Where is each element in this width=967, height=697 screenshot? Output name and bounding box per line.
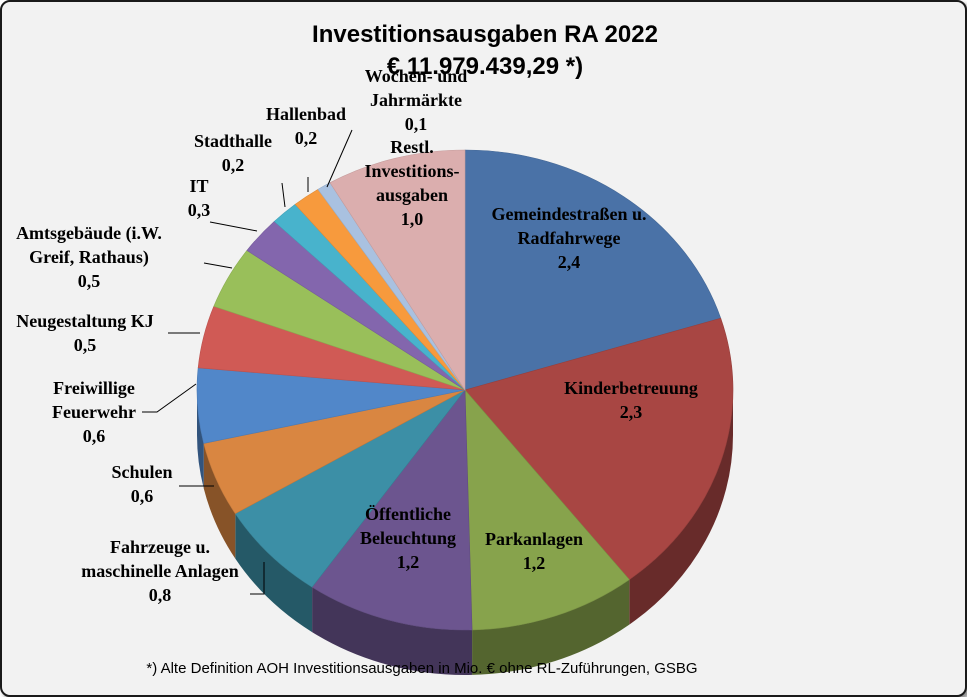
- slice-label-9: IT 0,3: [188, 176, 211, 220]
- slice-label-5: Schulen 0,6: [111, 462, 172, 506]
- slice-label-8: Amtsgebäude (i.W. Greif, Rathaus) 0,5: [16, 223, 162, 291]
- slice-name-8: Greif, Rathaus): [29, 247, 149, 268]
- slice-value-5: 0,6: [131, 486, 154, 506]
- leader-line-6: [142, 383, 197, 413]
- slice-label-3: Öffentliche Beleuchtung 1,2: [360, 504, 456, 572]
- slice-name-7: Neugestaltung KJ: [16, 311, 154, 331]
- chart-title: Investitionsausgaben RA 2022: [312, 21, 658, 48]
- leader-line-4: [250, 562, 265, 595]
- slice-name-0: Radfahrwege: [518, 228, 621, 248]
- slice-value-6: 0,6: [83, 426, 106, 446]
- pie-slice-3: [311, 389, 473, 631]
- slice-name-4: Fahrzeuge u.: [110, 537, 210, 557]
- slice-label-4: Fahrzeuge u. maschinelle Anlagen 0,8: [81, 537, 239, 605]
- slice-label-10: Stadthalle 0,2: [194, 131, 272, 175]
- pie-slice-1: [464, 317, 734, 581]
- slice-name-11: Hallenbad: [266, 104, 346, 124]
- slice-label-7: Neugestaltung KJ 0,5: [16, 311, 154, 355]
- leader-line-10: [281, 182, 286, 208]
- pie-slice-4: [234, 389, 466, 588]
- pie-side-2: [472, 579, 630, 675]
- slice-name-1: Kinderbetreuung: [564, 378, 698, 398]
- pie-slice-2: [464, 389, 630, 631]
- slice-name-0: Gemeindestraßen u.: [492, 204, 647, 224]
- pie-side-5: [203, 443, 236, 559]
- slice-value-0: 2,4: [558, 252, 581, 272]
- chart-subtitle: € 11.979.439,29 *): [387, 53, 583, 80]
- slice-value-1: 2,3: [620, 402, 643, 422]
- slice-name-6: Freiwillige: [53, 378, 135, 398]
- slice-value-13: 1,0: [401, 209, 424, 229]
- slice-value-7: 0,5: [74, 335, 97, 355]
- slice-name-4: maschinelle Anlagen: [81, 561, 239, 581]
- slice-value-2: 1,2: [523, 553, 546, 573]
- slice-name-3: Beleuchtung: [360, 528, 456, 548]
- slice-name-5: Schulen: [111, 462, 172, 482]
- leader-line-9: [209, 221, 258, 232]
- slice-value-4: 0,8: [149, 585, 172, 605]
- slice-value-3: 1,2: [397, 552, 420, 572]
- slice-value-9: 0,3: [188, 200, 211, 220]
- pie-slice-13: [329, 149, 466, 392]
- slice-label-1: Kinderbetreuung 2,3: [564, 378, 698, 422]
- slice-label-13: Restl. Investitions-ausgaben 1,0: [364, 137, 459, 229]
- slice-name-12: Wochen- und: [365, 66, 468, 86]
- leader-line-8: [203, 262, 233, 269]
- slice-label-0: Gemeindestraßen u. Radfahrwege 2,4: [492, 204, 647, 272]
- slice-value-11: 0,2: [295, 128, 318, 148]
- slice-name-3: Öffentliche: [365, 504, 451, 524]
- slice-name-8: Amtsgebäude (i.W.: [16, 223, 162, 244]
- slice-label-12: Wochen- und Jahrmärkte 0,1: [365, 66, 468, 134]
- slice-label-11: Hallenbad 0,2: [266, 104, 346, 148]
- slice-value-8: 0,5: [78, 271, 101, 291]
- slice-value-12: 0,1: [405, 114, 428, 134]
- pie-side-4: [235, 513, 313, 633]
- leader-line-12: [326, 129, 353, 188]
- pie-slice-0: [464, 149, 722, 391]
- pie-side-1: [629, 390, 733, 625]
- slice-label-2: Parkanlagen 1,2: [485, 529, 583, 573]
- slice-label-6: Freiwillige Feuerwehr 0,6: [52, 378, 136, 446]
- slice-name-12: Jahrmärkte: [370, 90, 462, 110]
- pie-side-6: [197, 390, 204, 489]
- slice-name-6: Feuerwehr: [52, 402, 136, 422]
- pie-side-3: [312, 587, 473, 676]
- slice-name-13: Investitions-: [364, 161, 459, 181]
- slice-value-10: 0,2: [222, 155, 245, 175]
- slice-name-2: Parkanlagen: [485, 529, 583, 549]
- slice-name-10: Stadthalle: [194, 131, 272, 151]
- slice-name-13: ausgaben: [376, 185, 448, 205]
- slice-name-9: IT: [189, 176, 208, 196]
- slice-name-13: Restl.: [390, 137, 434, 157]
- chart-footnote: *) Alte Definition AOH Investitionsausga…: [146, 660, 697, 677]
